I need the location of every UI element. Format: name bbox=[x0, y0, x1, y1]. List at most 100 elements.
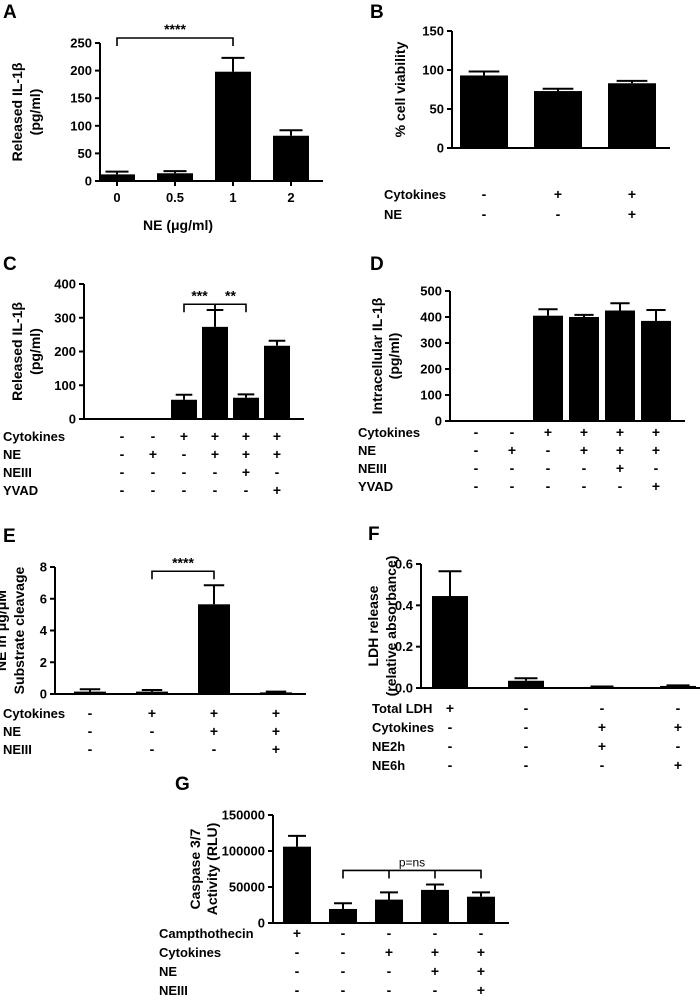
y-tick-label: 8 bbox=[40, 560, 47, 575]
condition-sign: + bbox=[272, 723, 280, 739]
y-tick-label: 200 bbox=[420, 362, 442, 377]
condition-sign: - bbox=[88, 723, 93, 739]
condition-label: NE2h bbox=[372, 739, 405, 754]
condition-sign: + bbox=[148, 705, 156, 721]
condition-sign: - bbox=[150, 723, 155, 739]
condition-sign: + bbox=[149, 446, 157, 462]
condition-sign: - bbox=[524, 719, 529, 735]
bar bbox=[136, 691, 168, 694]
condition-sign: - bbox=[474, 478, 479, 494]
condition-sign: + bbox=[554, 186, 562, 202]
bar bbox=[99, 174, 135, 181]
condition-sign: - bbox=[244, 482, 249, 498]
condition-sign: - bbox=[387, 963, 392, 979]
condition-sign: - bbox=[618, 478, 623, 494]
y-tick-label: 6 bbox=[40, 591, 47, 606]
condition-sign: + bbox=[674, 719, 682, 735]
condition-sign: - bbox=[120, 482, 125, 498]
condition-sign: + bbox=[580, 424, 588, 440]
condition-sign: + bbox=[652, 442, 660, 458]
y-tick-label: 250 bbox=[70, 36, 92, 51]
bar bbox=[608, 83, 656, 148]
significance-bracket bbox=[342, 869, 482, 879]
y-axis-label: Caspase 3/7 bbox=[187, 828, 203, 909]
y-axis-label: (pg/ml) bbox=[27, 328, 43, 375]
condition-sign: - bbox=[88, 741, 93, 757]
condition-sign: + bbox=[628, 206, 636, 222]
condition-sign: - bbox=[88, 705, 93, 721]
condition-sign: - bbox=[448, 738, 453, 754]
panel-c: C 0 100 200 300 400 Released IL-1β (pg/ml) Cytok… bbox=[3, 254, 304, 498]
bar bbox=[264, 345, 290, 419]
condition-sign: + bbox=[477, 963, 485, 979]
y-tick-label: 0 bbox=[40, 687, 47, 702]
condition-label: NE bbox=[159, 964, 177, 979]
condition-label: NE6h bbox=[372, 758, 405, 773]
y-axis-label: LDH release bbox=[365, 585, 381, 666]
condition-label: NE bbox=[384, 207, 402, 222]
condition-sign: + bbox=[598, 719, 606, 735]
bar bbox=[273, 135, 309, 181]
y-tick-label: 500 bbox=[420, 284, 442, 299]
y-tick-label: 2 bbox=[40, 655, 47, 670]
y-axis-label: (pg/ml) bbox=[386, 333, 402, 380]
y-tick-label: 100 bbox=[422, 63, 444, 78]
condition-label: NEIII bbox=[3, 742, 32, 757]
condition-sign: + bbox=[273, 446, 281, 462]
panel-label-b: B bbox=[370, 2, 384, 23]
bar bbox=[569, 317, 599, 421]
panel-b: B 0 50 100 150 % cell viability Cytokines - + + NE… bbox=[370, 2, 670, 222]
y-tick-label: 100 bbox=[70, 118, 92, 133]
condition-sign: - bbox=[474, 442, 479, 458]
condition-label: NEIII bbox=[159, 983, 188, 998]
y-tick-label: 0.0 bbox=[395, 681, 413, 696]
condition-sign: + bbox=[446, 700, 454, 716]
condition-sign: - bbox=[212, 741, 217, 757]
condition-label: YVAD bbox=[358, 479, 393, 494]
condition-sign: - bbox=[341, 963, 346, 979]
panel-d: D 0 100 200 300 400 500 Intracellular IL-1β (pg/… bbox=[358, 254, 685, 494]
significance-bracket bbox=[116, 37, 234, 46]
condition-sign: + bbox=[273, 428, 281, 444]
condition-sign: + bbox=[652, 424, 660, 440]
condition-sign: - bbox=[341, 925, 346, 941]
y-tick-label: 200 bbox=[54, 344, 76, 359]
condition-sign: + bbox=[616, 442, 624, 458]
y-axis-label: Activity (RLU) bbox=[204, 823, 220, 916]
condition-sign: - bbox=[582, 478, 587, 494]
y-axis-label: Substrate cleavage bbox=[11, 566, 27, 694]
condition-sign: - bbox=[524, 738, 529, 754]
y-tick-label: 50000 bbox=[229, 880, 265, 895]
bar bbox=[533, 315, 563, 421]
condition-sign: + bbox=[211, 446, 219, 462]
condition-sign: + bbox=[544, 424, 552, 440]
bar bbox=[157, 173, 193, 181]
bar bbox=[202, 326, 228, 419]
y-tick-label: 0.6 bbox=[395, 557, 413, 572]
condition-sign: - bbox=[295, 963, 300, 979]
condition-label: Total LDH bbox=[372, 701, 432, 716]
condition-sign: + bbox=[385, 944, 393, 960]
bar bbox=[215, 71, 251, 181]
condition-sign: + bbox=[616, 460, 624, 476]
condition-sign: - bbox=[387, 925, 392, 941]
condition-label: YVAD bbox=[3, 483, 38, 498]
condition-sign: + bbox=[273, 482, 281, 498]
y-tick-label: 100 bbox=[54, 378, 76, 393]
bar bbox=[283, 846, 311, 923]
y-tick-label: 0 bbox=[69, 412, 76, 427]
bar bbox=[467, 896, 495, 923]
condition-sign: - bbox=[676, 738, 681, 754]
condition-sign: - bbox=[479, 925, 484, 941]
condition-sign: - bbox=[676, 700, 681, 716]
condition-label: NEIII bbox=[3, 465, 32, 480]
panel-label-c: C bbox=[3, 254, 17, 275]
condition-sign: + bbox=[477, 944, 485, 960]
condition-sign: + bbox=[508, 442, 516, 458]
condition-label: NE bbox=[3, 447, 21, 462]
y-tick-label: 0.4 bbox=[395, 598, 414, 613]
significance-label: *** bbox=[191, 287, 208, 303]
condition-sign: - bbox=[654, 460, 659, 476]
condition-sign: - bbox=[387, 982, 392, 998]
